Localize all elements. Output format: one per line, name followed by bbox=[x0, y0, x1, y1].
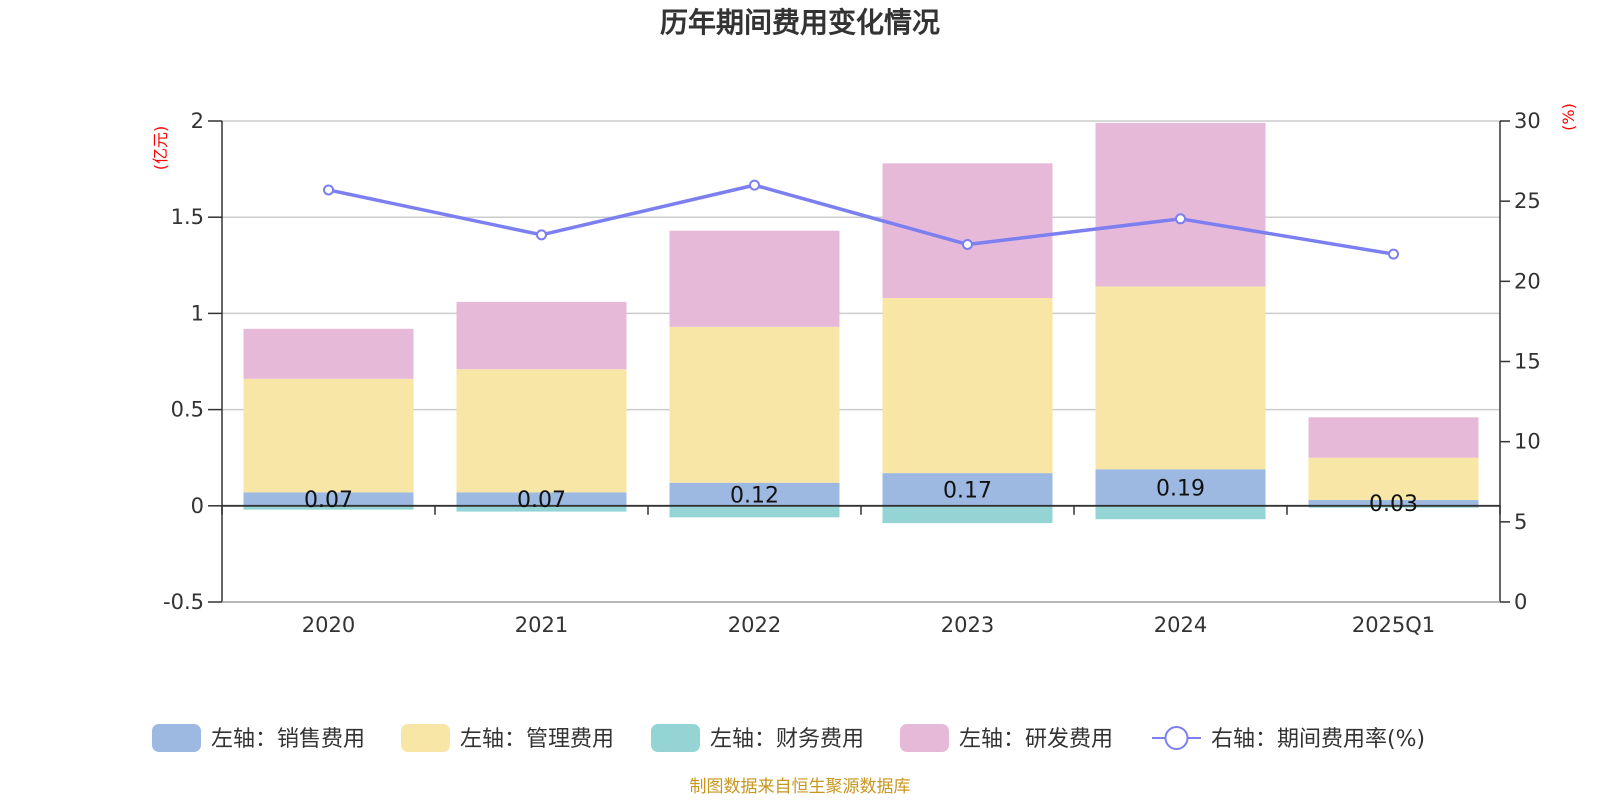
x-axis-tick-label: 2024 bbox=[1154, 613, 1207, 637]
bar-segment bbox=[1308, 457, 1479, 501]
x-axis-tick-label: 2023 bbox=[941, 613, 994, 637]
right-axis-unit: (%) bbox=[1559, 103, 1578, 131]
x-axis-tick-label: 2021 bbox=[515, 613, 568, 637]
bar-segment bbox=[669, 505, 840, 518]
bar-segment bbox=[1095, 505, 1266, 520]
bar-segment bbox=[456, 505, 627, 512]
legend-label: 左轴：管理费用 bbox=[460, 727, 614, 752]
bar-segment bbox=[1095, 286, 1266, 470]
line-series bbox=[323, 179, 1399, 260]
bar-segment bbox=[1308, 505, 1479, 508]
x-axis-tick-label: 2025Q1 bbox=[1352, 613, 1435, 637]
rate-point bbox=[749, 179, 760, 191]
right-axis-tick-label: 25 bbox=[1514, 189, 1541, 213]
bar-segment bbox=[243, 492, 414, 506]
bar-data-label: 0.07 bbox=[304, 488, 353, 513]
right-axis-tick-label: 30 bbox=[1514, 109, 1541, 133]
right-axis-tick-label: 5 bbox=[1514, 510, 1527, 534]
legend-label: 右轴：期间费用率(%) bbox=[1211, 727, 1425, 752]
bar-segment bbox=[456, 301, 627, 370]
legend-label: 左轴：销售费用 bbox=[211, 727, 365, 752]
bar-data-label: 0.03 bbox=[1369, 492, 1418, 517]
legend-label: 左轴：研发费用 bbox=[959, 727, 1113, 752]
rate-point bbox=[536, 229, 547, 241]
right-axis-tick-label: 0 bbox=[1514, 590, 1527, 614]
right-axis-tick-label: 20 bbox=[1514, 269, 1541, 293]
rate-line bbox=[328, 183, 1394, 256]
bar-segment bbox=[456, 492, 627, 506]
legend-label: 左轴：财务费用 bbox=[710, 727, 864, 752]
bar-segment bbox=[669, 326, 840, 483]
rate-point bbox=[1175, 213, 1186, 225]
bar-segment bbox=[243, 378, 414, 493]
axes: 2 1.5 1 0.5 0 -0.5 30 25 20 15 10 5 0 2020 2021 2022 202… bbox=[163, 109, 1541, 637]
bar-series bbox=[243, 122, 1479, 524]
x-axis-tick-label: 2022 bbox=[728, 613, 781, 637]
right-axis-tick-label: 10 bbox=[1514, 430, 1541, 454]
rate-point bbox=[1388, 248, 1399, 260]
legend-marker bbox=[1164, 726, 1189, 750]
left-axis-unit: (亿元) bbox=[151, 126, 170, 171]
bar-data-label: 0.07 bbox=[517, 488, 566, 513]
bar-segment bbox=[1095, 469, 1266, 506]
left-axis-tick-label: 1 bbox=[191, 301, 204, 325]
bar-data-label: 0.17 bbox=[943, 478, 992, 503]
legend-swatch bbox=[152, 724, 201, 752]
left-axis-tick-label: -0.5 bbox=[163, 590, 204, 614]
bar-segment bbox=[1308, 417, 1479, 458]
bar-segment bbox=[456, 369, 627, 493]
source-note: 制图数据来自恒生聚源数据库 bbox=[690, 777, 911, 797]
bar-segment bbox=[882, 473, 1053, 506]
left-axis-tick-label: 1.5 bbox=[171, 205, 204, 229]
left-axis-tick-label: 0.5 bbox=[171, 398, 204, 422]
bar-segment bbox=[243, 328, 414, 379]
bar-segment bbox=[882, 163, 1053, 299]
right-axis-tick-label: 15 bbox=[1514, 350, 1541, 374]
rate-point bbox=[323, 184, 334, 196]
bar-segment bbox=[1308, 500, 1479, 506]
data-labels: 0.07 0.07 0.12 0.17 0.19 0.03 bbox=[304, 477, 1418, 517]
bar-data-label: 0.19 bbox=[1156, 477, 1205, 502]
legend-swatch bbox=[401, 724, 450, 752]
rate-point bbox=[962, 238, 973, 250]
bar-data-label: 0.12 bbox=[730, 483, 779, 508]
chart-title: 历年期间费用变化情况 bbox=[660, 6, 940, 39]
grid-lines bbox=[222, 120, 1500, 603]
bar-segment bbox=[669, 230, 840, 327]
bar-segment bbox=[882, 505, 1053, 524]
bar-segment bbox=[669, 482, 840, 506]
left-axis-tick-label: 0 bbox=[191, 494, 204, 518]
bar-segment bbox=[882, 298, 1053, 474]
legend-swatch bbox=[900, 724, 949, 752]
left-axis-tick-label: 2 bbox=[191, 109, 204, 133]
bar-segment bbox=[243, 505, 414, 510]
legend: 左轴：销售费用 左轴：管理费用 左轴：财务费用 左轴：研发费用 右轴：期间费用率(%) bbox=[152, 724, 1425, 752]
legend-swatch bbox=[651, 724, 700, 752]
x-axis-tick-label: 2020 bbox=[302, 613, 355, 637]
bar-segment bbox=[1095, 122, 1266, 287]
